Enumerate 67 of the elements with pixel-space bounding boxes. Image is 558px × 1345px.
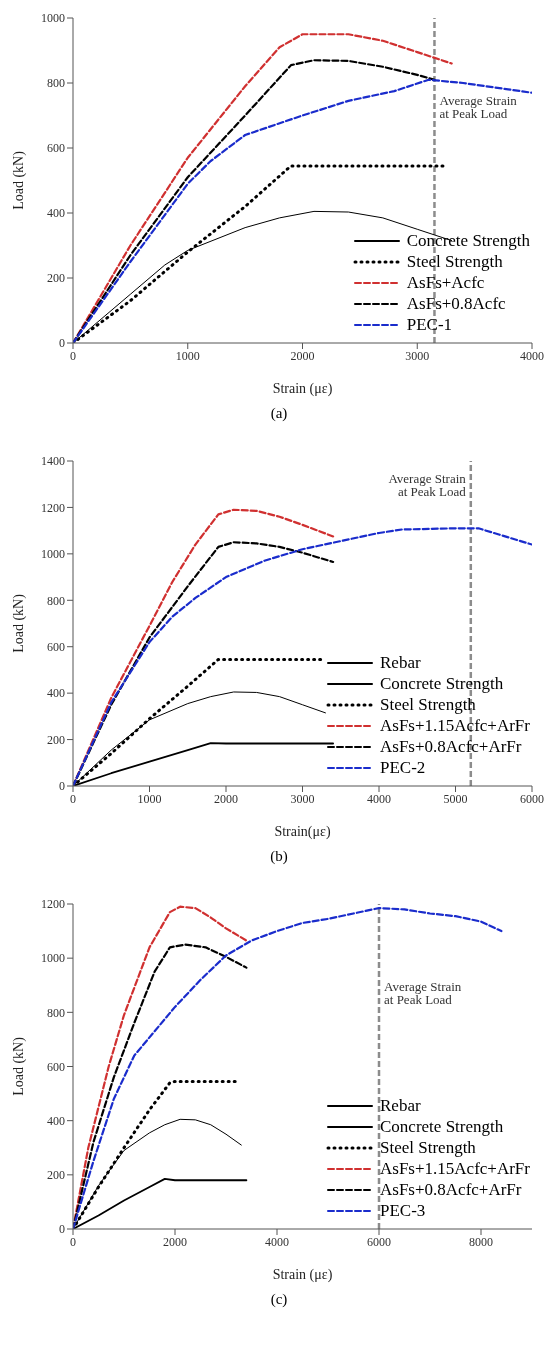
y-tick-label: 400 [47,1113,65,1128]
y-axis-title: Load (kN) [10,593,27,653]
y-tick-label: 200 [47,732,65,747]
y-tick-label: 1400 [41,454,65,469]
x-tick-label: 4000 [367,791,391,806]
x-tick-label: 2000 [214,791,238,806]
x-tick-label: 4000 [520,348,544,363]
x-tick-label: 0 [70,348,76,363]
legend-label: Concrete Strength [406,230,530,251]
y-tick-label: 200 [47,271,65,286]
y-tick-label: 0 [59,336,65,351]
x-tick-label: 4000 [265,1234,289,1249]
legend-label: AsFs+Acfc [406,272,485,293]
legend-label: AsFs+0.8Acfc+ArFr [380,736,522,757]
x-tick-label: 1000 [175,348,200,363]
x-tick-label: 1000 [137,791,162,806]
legend-label: Steel Strength [406,251,503,272]
legend-label: AsFs+1.15Acfc+ArFr [380,715,530,736]
legend-label: Concrete Strength [380,1116,504,1137]
y-tick-label: 400 [47,206,65,221]
y-tick-label: 0 [59,779,65,794]
x-tick-label: 8000 [469,1234,493,1249]
x-tick-label: 6000 [367,1234,391,1249]
legend-label: PEC-3 [380,1200,426,1221]
y-tick-label: 0 [59,1222,65,1237]
text: (b) [269,848,289,865]
y-axis-title: Load (kN) [10,1036,27,1096]
y-tick-label: 800 [47,1005,65,1020]
text: (c) [269,1291,289,1308]
legend-label: Steel Strength [380,694,476,715]
x-axis-title: Strain(με) [274,824,331,840]
y-tick-label: 1200 [41,897,65,912]
y-tick-label: 600 [47,141,65,156]
text: (a) [269,405,289,422]
legend-label: AsFs+1.15Acfc+ArFr [380,1158,530,1179]
legend-label: AsFs+0.8Acfc+ArFr [380,1179,522,1200]
x-axis-title: Strain (με) [272,381,333,397]
y-axis-title: Load (kN) [10,150,27,210]
y-tick-label: 800 [47,76,65,91]
y-tick-label: 800 [47,593,65,608]
x-axis-title: Strain (με) [272,1267,333,1283]
y-tick-label: 400 [47,686,65,701]
x-tick-label: 2000 [290,348,315,363]
y-tick-label: 600 [47,1059,65,1074]
legend-label: PEC-1 [406,314,453,335]
ref-line-label: Average Strain at Peak Load [384,979,462,1008]
legend-label: Rebar [380,652,421,673]
y-tick-label: 1000 [41,547,65,562]
x-tick-label: 3000 [405,348,430,363]
x-tick-label: 0 [70,1234,76,1249]
ref-line-label: Average Strain at Peak Load [388,471,467,500]
legend-label: Steel Strength [380,1137,476,1158]
ref-line-label: Average Strain at Peak Load [439,93,518,122]
y-tick-label: 200 [47,1168,65,1183]
y-tick-label: 1000 [41,11,65,26]
legend-label: Concrete Strength [380,673,504,694]
x-tick-label: 0 [70,791,76,806]
y-tick-label: 1000 [41,951,65,966]
x-tick-label: 3000 [290,791,315,806]
legend-label: AsFs+0.8Acfc [406,293,506,314]
x-tick-label: 6000 [520,791,544,806]
x-tick-label: 2000 [163,1234,187,1249]
legend-label: Rebar [380,1095,421,1116]
x-tick-label: 5000 [443,791,468,806]
legend-label: PEC-2 [380,757,426,778]
y-tick-label: 600 [47,639,65,654]
y-tick-label: 1200 [41,500,65,515]
